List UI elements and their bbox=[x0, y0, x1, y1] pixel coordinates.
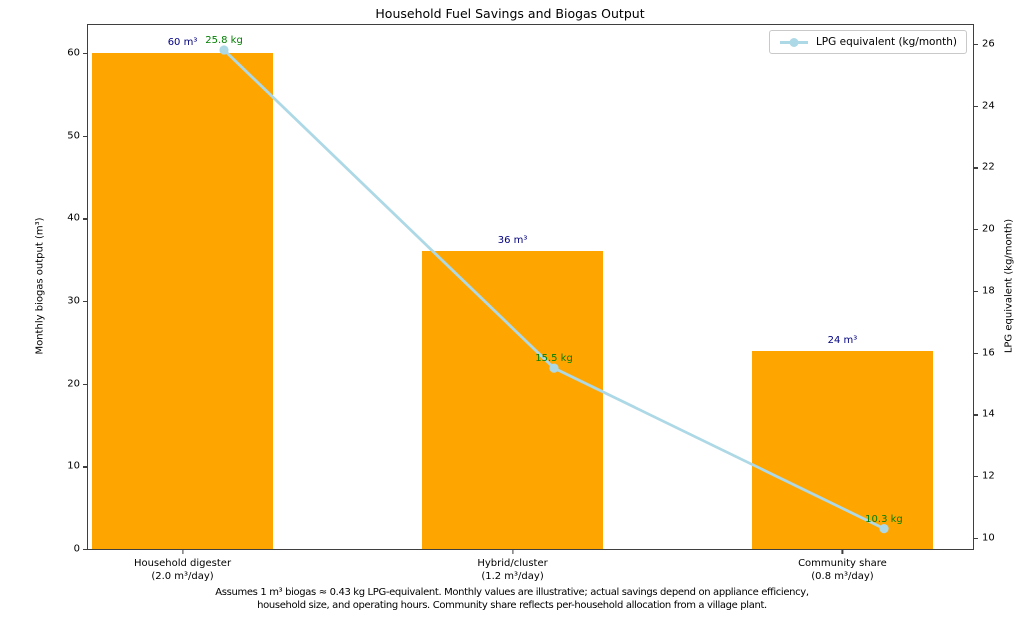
x-axis-tick bbox=[841, 549, 844, 554]
left-axis-tick bbox=[83, 218, 88, 220]
x-category-label: Hybrid/cluster (1.2 m³/day) bbox=[477, 558, 548, 582]
line-marker bbox=[549, 363, 559, 373]
right-axis-tick-label: 10 bbox=[982, 532, 995, 544]
left-axis-tick-label: 0 bbox=[73, 543, 80, 555]
bar bbox=[422, 251, 603, 549]
plot-area: LPG equivalent (kg/month) 0 10 20 30 40 50 60 1… bbox=[67, 24, 995, 582]
legend-line-icon bbox=[779, 37, 808, 47]
lpg-line-chart bbox=[219, 45, 889, 534]
legend: LPG equivalent (kg/month) bbox=[768, 30, 967, 54]
x-axis-tick bbox=[181, 549, 184, 554]
line-value-label: 15.5 kg bbox=[535, 353, 573, 365]
left-axis-tick-label: 60 bbox=[67, 47, 80, 59]
left-axis-tick-label: 40 bbox=[67, 212, 80, 224]
left-axis-tick bbox=[83, 466, 88, 468]
left-axis-tick bbox=[83, 549, 88, 551]
right-axis-tick bbox=[973, 43, 978, 46]
x-axis-tick bbox=[511, 549, 514, 554]
bar-value-label: 24 m³ bbox=[827, 334, 858, 346]
line-value-label: 10.3 kg bbox=[865, 513, 903, 525]
left-axis-tick-label: 30 bbox=[67, 295, 80, 307]
right-axis-tick-label: 26 bbox=[982, 38, 995, 50]
right-axis-tick-label: 20 bbox=[982, 223, 995, 235]
x-category-label: Household digester (2.0 m³/day) bbox=[133, 558, 232, 582]
chart-title: Household Fuel Savings and Biogas Output bbox=[375, 6, 645, 21]
right-axis-tick bbox=[973, 290, 978, 293]
right-axis-tick bbox=[973, 167, 978, 169]
left-axis-label: Monthly biogas output (m³) bbox=[34, 217, 46, 355]
left-axis-tick-label: 20 bbox=[67, 378, 80, 390]
right-axis-tick-label: 22 bbox=[982, 161, 995, 173]
right-axis-tick bbox=[973, 476, 978, 478]
bar bbox=[751, 350, 933, 549]
bar-value-label: 36 m³ bbox=[497, 235, 528, 247]
right-axis-tick-label: 14 bbox=[982, 408, 995, 420]
left-axis-tick bbox=[83, 135, 88, 137]
left-axis-tick-label: 10 bbox=[67, 460, 80, 472]
line-marker bbox=[219, 45, 229, 55]
right-axis-tick-label: 24 bbox=[982, 100, 995, 112]
footnote: Assumes 1 m³ biogas ≈ 0.43 kg LPG-equiva… bbox=[215, 587, 809, 611]
left-axis-tick-label: 50 bbox=[67, 130, 80, 142]
right-axis-tick bbox=[973, 105, 978, 107]
line-value-label: 25.8 kg bbox=[205, 35, 243, 47]
right-axis-tick bbox=[973, 537, 978, 540]
line-marker bbox=[879, 524, 889, 534]
right-axis-label: LPG equivalent (kg/month) bbox=[1003, 218, 1015, 354]
left-axis-tick bbox=[83, 301, 88, 303]
lpg-line bbox=[223, 48, 885, 530]
left-axis-tick bbox=[83, 383, 88, 385]
right-axis-tick-label: 12 bbox=[982, 470, 995, 482]
bar bbox=[92, 53, 273, 549]
legend-label: LPG equivalent (kg/month) bbox=[815, 36, 957, 48]
right-axis-tick-label: 18 bbox=[982, 285, 995, 297]
left-axis-tick bbox=[83, 53, 88, 55]
right-axis-tick bbox=[973, 414, 978, 416]
right-axis-tick-label: 16 bbox=[982, 347, 995, 359]
x-category-label: Community share (0.8 m³/day) bbox=[798, 558, 887, 582]
right-axis-tick bbox=[973, 352, 978, 354]
right-axis-tick bbox=[973, 229, 978, 231]
bar-value-label: 60 m³ bbox=[167, 37, 198, 49]
